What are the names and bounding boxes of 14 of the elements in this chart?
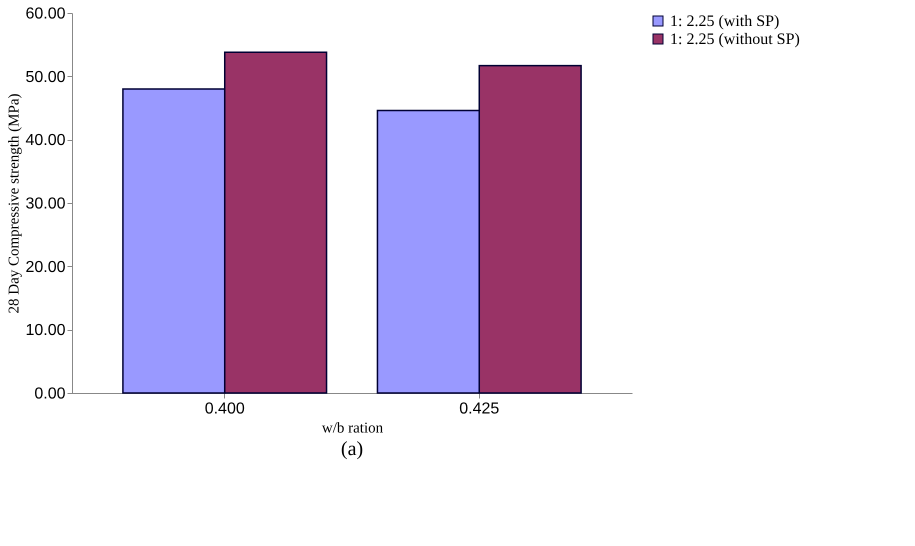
legend-label: 1: 2.25 (without SP) xyxy=(670,31,800,48)
x-tick-label: 0.425 xyxy=(459,400,500,418)
y-tick-label: 20.00 xyxy=(25,258,66,276)
y-tick-label: 10.00 xyxy=(25,322,66,340)
legend-label: 1: 2.25 (with SP) xyxy=(670,13,780,30)
y-tick-label: 30.00 xyxy=(25,196,66,212)
y-tick-label: 0.00 xyxy=(34,386,66,402)
y-tick-label: 40.00 xyxy=(25,132,66,150)
x-axis-title: w/b ration xyxy=(322,420,384,436)
y-tick-label: 50.00 xyxy=(25,68,66,86)
y-tick-label: 60.00 xyxy=(25,6,66,22)
y-axis-title: 28 Day Compressive strength (MPa) xyxy=(6,94,22,314)
x-tick-label: 0.400 xyxy=(204,400,245,418)
text: (a) xyxy=(340,438,364,460)
